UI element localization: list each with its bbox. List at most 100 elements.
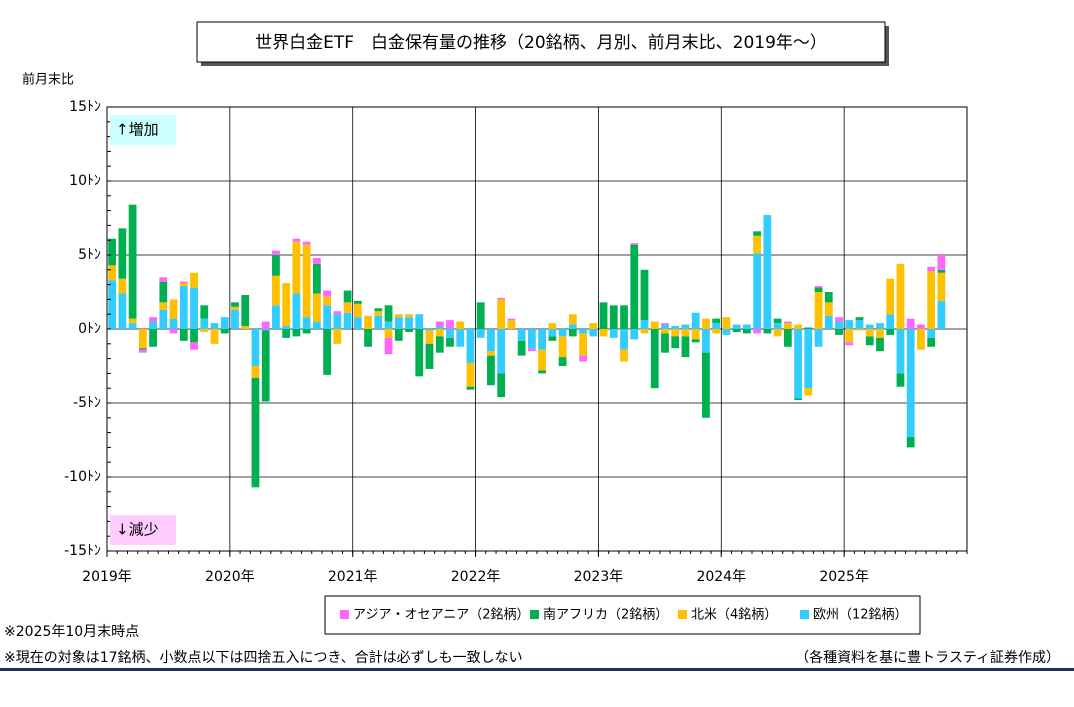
bar-segment bbox=[835, 321, 843, 329]
bar-segment bbox=[179, 286, 188, 329]
bar-segment bbox=[272, 305, 280, 329]
bar-segment bbox=[200, 318, 209, 329]
bar-segment bbox=[937, 300, 946, 329]
bar-segment bbox=[159, 302, 168, 310]
chart-title: 世界白金ETF 白金保有量の推移（20銘柄、月別、前月末比、2019年～） bbox=[255, 33, 827, 53]
bar-segment bbox=[650, 329, 659, 389]
bar-segment bbox=[231, 302, 239, 307]
bar-segment bbox=[108, 238, 117, 266]
bar-segment bbox=[763, 329, 772, 334]
bar-segment bbox=[108, 280, 117, 329]
source: （各種資料を基に豊トラスティ証券作成） bbox=[795, 649, 1060, 666]
bar-segment bbox=[783, 323, 792, 329]
bar-segment bbox=[630, 243, 639, 245]
bar-segment bbox=[783, 329, 792, 347]
bar-segment bbox=[558, 336, 567, 358]
x-tick-label: 2024年 bbox=[696, 569, 746, 585]
bar-segment bbox=[804, 327, 813, 329]
bar-segment bbox=[282, 283, 291, 327]
bar-segment bbox=[742, 324, 751, 329]
bar-segment bbox=[425, 329, 434, 331]
bar-segment bbox=[691, 329, 700, 340]
bar-segment bbox=[384, 329, 393, 338]
bar-segment bbox=[200, 305, 209, 319]
bar-segment bbox=[446, 320, 454, 329]
bar-segment bbox=[937, 269, 946, 273]
bar-segment bbox=[507, 320, 516, 329]
bar-segment bbox=[384, 337, 393, 355]
bar-segment bbox=[476, 329, 485, 338]
bar-segment bbox=[794, 324, 802, 329]
legend-swatch bbox=[340, 610, 349, 619]
bar-segment bbox=[292, 241, 301, 294]
bar-segment bbox=[497, 329, 506, 374]
bar-segment bbox=[538, 329, 547, 350]
bar-segment bbox=[220, 317, 229, 329]
bar-segment bbox=[118, 228, 127, 279]
bar-segment bbox=[599, 329, 608, 337]
bar-segment bbox=[906, 318, 915, 329]
bar-segment bbox=[527, 348, 536, 352]
bar-segment bbox=[159, 309, 168, 329]
x-tick-label: 2022年 bbox=[451, 569, 501, 585]
bar-segment bbox=[353, 303, 362, 318]
legend-label: アジア・オセアニア（2銘柄） bbox=[353, 608, 530, 623]
bar-segment bbox=[661, 323, 669, 325]
footer-line bbox=[0, 668, 1074, 671]
bar-segment bbox=[865, 336, 874, 346]
bar-segment bbox=[896, 373, 905, 387]
bar-segment bbox=[507, 318, 516, 321]
bar-segment bbox=[527, 329, 536, 349]
bar-segment bbox=[220, 329, 229, 334]
bar-segment bbox=[814, 286, 823, 288]
bar-segment bbox=[312, 321, 321, 329]
bar-segment bbox=[169, 318, 178, 329]
annotation: ↑増加 bbox=[116, 121, 159, 139]
bar-segment bbox=[640, 320, 649, 329]
bar-segment bbox=[108, 265, 117, 281]
bar-segment bbox=[865, 329, 874, 337]
bar-segment bbox=[435, 321, 444, 327]
bar-segment bbox=[394, 329, 403, 341]
legend-label: 南アフリカ（2銘柄） bbox=[543, 607, 668, 623]
bar-segment bbox=[517, 340, 526, 356]
bar-segment bbox=[241, 294, 250, 327]
bar-segment bbox=[753, 235, 762, 254]
bar-segment bbox=[620, 329, 628, 350]
bar-segment bbox=[845, 329, 854, 343]
bar-segment bbox=[824, 292, 833, 303]
bar-segment bbox=[323, 296, 332, 306]
bar-segment bbox=[691, 339, 700, 343]
bar-segment bbox=[128, 318, 137, 324]
legend-swatch bbox=[678, 610, 687, 619]
bar-segment bbox=[251, 329, 260, 366]
note: ※現在の対象は17銘柄、小数点以下は四捨五入につき、合計は必ずしも一致しない bbox=[4, 649, 523, 666]
bar-segment bbox=[210, 323, 219, 329]
bar-segment bbox=[681, 329, 690, 337]
bar-segment bbox=[702, 352, 710, 418]
y-tick-label: 10ﾄﾝ bbox=[69, 173, 101, 189]
bar-segment bbox=[179, 283, 188, 287]
bar-segment bbox=[814, 292, 823, 329]
bar-segment bbox=[353, 300, 362, 304]
bar-segment bbox=[763, 215, 772, 329]
bar-segment bbox=[681, 324, 690, 329]
bar-segment bbox=[405, 317, 413, 329]
bar-segment bbox=[272, 250, 280, 255]
bar-segment bbox=[251, 377, 260, 488]
bar-segment bbox=[538, 349, 547, 371]
bar-segment bbox=[190, 342, 198, 350]
bar-segment bbox=[917, 329, 925, 350]
x-tick-label: 2021年 bbox=[328, 569, 378, 585]
bar-segment bbox=[896, 263, 905, 329]
bar-segment bbox=[558, 357, 567, 366]
bar-segment bbox=[814, 287, 823, 292]
bar-segment bbox=[753, 253, 762, 329]
bar-segment bbox=[753, 329, 762, 334]
bar-segment bbox=[712, 323, 721, 329]
bar-segment bbox=[620, 349, 628, 362]
title-box bbox=[196, 21, 886, 63]
bar-segment bbox=[732, 324, 741, 329]
bar-segment bbox=[128, 323, 137, 329]
